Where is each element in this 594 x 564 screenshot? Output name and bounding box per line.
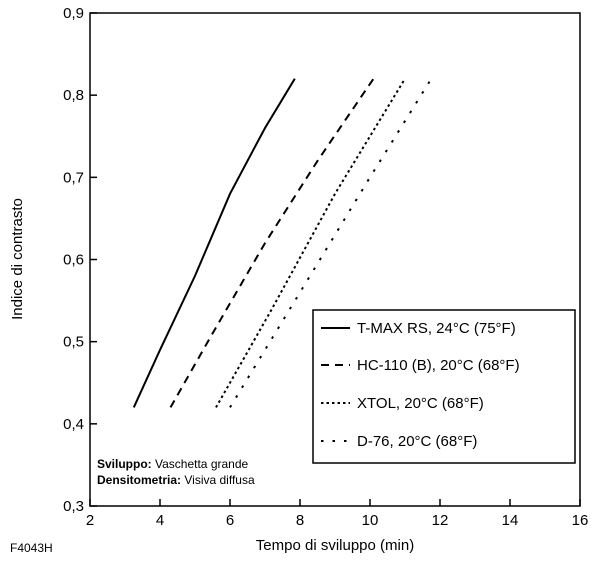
x-tick-label: 4 xyxy=(156,512,164,529)
y-tick-label: 0,4 xyxy=(63,416,84,433)
development-notes: Sviluppo: Vaschetta grande Densitometria… xyxy=(97,457,255,487)
y-axis-ticks: 0,3 0,4 0,5 0,6 0,7 0,8 0,9 xyxy=(63,5,97,515)
y-tick-label: 0,3 xyxy=(63,498,84,515)
note-densitometry-label: Densitometria: xyxy=(97,473,181,487)
legend-label-1: T-MAX RS, 24°C (75°F) xyxy=(357,320,516,337)
x-axis-ticks: 2 4 6 8 10 12 14 16 xyxy=(86,499,589,529)
x-axis-label: Tempo di sviluppo (min) xyxy=(256,537,414,554)
x-tick-label: 12 xyxy=(432,512,449,529)
x-tick-label: 2 xyxy=(86,512,94,529)
x-tick-label: 8 xyxy=(296,512,304,529)
series-layer xyxy=(132,78,433,408)
legend-box xyxy=(312,309,576,464)
legend: T-MAX RS, 24°C (75°F) HC-110 (B), 20°C (6… xyxy=(312,309,576,464)
legend-label-2: HC-110 (B), 20°C (68°F) xyxy=(357,357,520,374)
legend-label-3: XTOL, 20°C (68°F) xyxy=(357,395,484,412)
note-development: Sviluppo: Vaschetta grande xyxy=(97,457,249,471)
x-tick-label: 6 xyxy=(226,512,234,529)
x-tick-label: 16 xyxy=(572,512,589,529)
note-densitometry: Densitometria: Visiva diffusa xyxy=(97,473,255,487)
y-axis-label: Indice di contrasto xyxy=(9,198,26,320)
legend-items: T-MAX RS, 24°C (75°F) HC-110 (B), 20°C (6… xyxy=(321,320,520,450)
x-tick-label: 14 xyxy=(502,512,519,529)
series-line-3 xyxy=(215,78,406,408)
note-development-text: Vaschetta grande xyxy=(152,457,249,471)
y-tick-label: 0,7 xyxy=(63,169,84,186)
note-densitometry-text: Visiva diffusa xyxy=(181,473,255,487)
y-tick-label: 0,6 xyxy=(63,252,84,269)
series-line-1 xyxy=(132,78,296,408)
legend-label-4: D-76, 20°C (68°F) xyxy=(357,433,477,450)
y-tick-label: 0,5 xyxy=(63,334,84,351)
y-tick-label: 0,9 xyxy=(63,5,84,22)
note-development-label: Sviluppo: xyxy=(97,457,152,471)
figure-id: F4043H xyxy=(10,541,53,555)
series-line-2 xyxy=(169,78,375,408)
y-tick-label: 0,8 xyxy=(63,87,84,104)
x-tick-label: 10 xyxy=(362,512,379,529)
